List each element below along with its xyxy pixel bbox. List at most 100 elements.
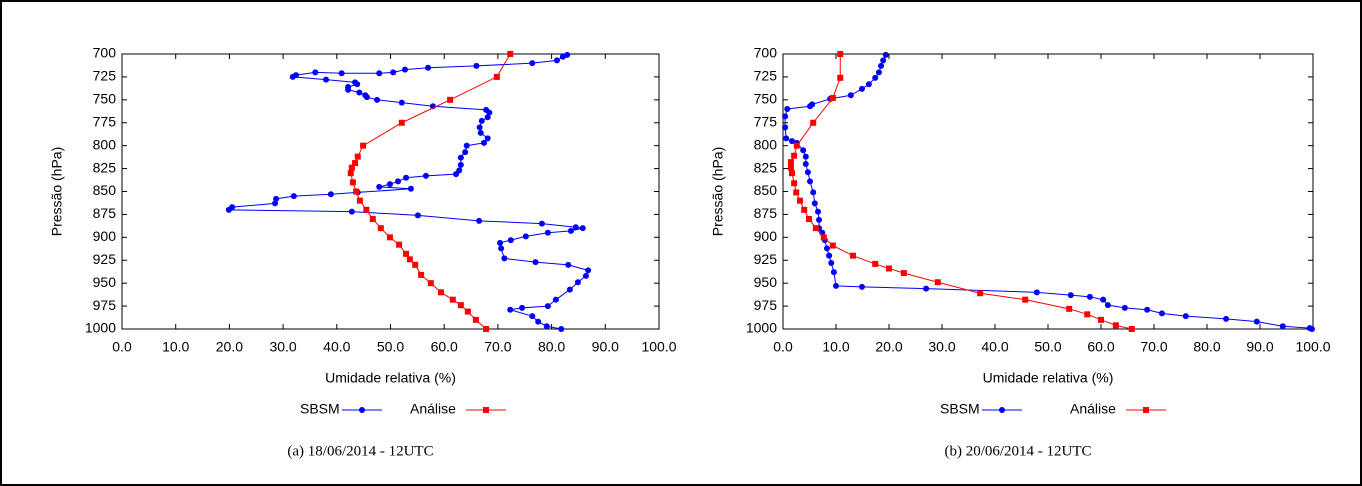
data-point bbox=[789, 138, 796, 145]
data-point bbox=[376, 70, 383, 77]
data-point bbox=[934, 279, 941, 286]
y-tick-label: 750 bbox=[93, 91, 117, 107]
x-tick-label: 10.0 bbox=[822, 339, 849, 355]
data-point bbox=[493, 73, 500, 80]
data-point bbox=[823, 245, 830, 252]
data-point bbox=[1253, 318, 1260, 325]
data-point bbox=[403, 250, 410, 257]
data-point bbox=[783, 135, 790, 142]
data-point bbox=[412, 261, 419, 268]
data-point bbox=[480, 139, 487, 146]
data-point bbox=[327, 191, 334, 198]
y-tick-label: 825 bbox=[754, 159, 778, 175]
data-point bbox=[812, 225, 819, 232]
data-point bbox=[977, 290, 984, 297]
data-point bbox=[354, 81, 361, 88]
data-point bbox=[810, 119, 817, 126]
data-point bbox=[858, 85, 865, 92]
data-point bbox=[784, 106, 791, 112]
data-point bbox=[566, 286, 573, 293]
data-point bbox=[802, 161, 809, 167]
data-point bbox=[787, 164, 794, 171]
data-point bbox=[463, 142, 470, 149]
y-tick-label: 725 bbox=[93, 68, 117, 84]
data-point bbox=[1067, 292, 1074, 299]
data-point bbox=[360, 142, 367, 149]
data-point bbox=[349, 179, 356, 186]
data-point bbox=[273, 195, 280, 202]
data-point bbox=[348, 208, 355, 215]
x-tick-label: 80.0 bbox=[1193, 339, 1220, 355]
data-point bbox=[401, 66, 408, 73]
data-point bbox=[437, 289, 444, 296]
data-point bbox=[585, 267, 592, 274]
data-point bbox=[457, 154, 464, 161]
y-tick-label: 800 bbox=[93, 136, 117, 152]
legend-marker bbox=[359, 407, 365, 413]
data-point bbox=[386, 234, 393, 241]
series-line bbox=[227, 54, 589, 330]
y-tick-label: 850 bbox=[754, 182, 778, 198]
data-point bbox=[532, 259, 539, 266]
data-point bbox=[348, 164, 355, 171]
x-tick-label: 90.0 bbox=[592, 339, 619, 355]
x-tick-label: 0.0 bbox=[773, 339, 793, 355]
data-point bbox=[390, 69, 397, 76]
data-point bbox=[559, 53, 566, 60]
series-line bbox=[350, 53, 511, 330]
data-point bbox=[582, 272, 589, 279]
data-point bbox=[878, 62, 885, 69]
x-tick-label: 60.0 bbox=[431, 339, 458, 355]
data-point bbox=[875, 69, 882, 76]
data-point bbox=[453, 171, 460, 178]
data-point bbox=[464, 308, 471, 315]
data-point bbox=[800, 147, 807, 154]
data-point bbox=[376, 183, 383, 190]
data-point bbox=[374, 96, 381, 103]
data-point bbox=[498, 245, 505, 252]
x-tick-label: 10.0 bbox=[162, 339, 189, 355]
y-tick-label: 700 bbox=[93, 45, 117, 61]
data-point bbox=[345, 86, 352, 93]
data-point bbox=[472, 316, 479, 323]
x-tick-label: 100.0 bbox=[1295, 339, 1330, 355]
data-point bbox=[880, 57, 887, 64]
x-tick-label: 70.0 bbox=[484, 339, 511, 355]
data-point bbox=[484, 135, 491, 142]
data-point bbox=[483, 326, 490, 332]
legend-marker bbox=[1143, 407, 1149, 413]
data-point bbox=[1121, 304, 1128, 311]
data-point bbox=[457, 161, 464, 168]
data-point bbox=[529, 313, 536, 320]
caption: (a) 18/06/2014 - 12UTC bbox=[287, 443, 433, 459]
data-point bbox=[828, 260, 835, 266]
data-point bbox=[814, 208, 821, 215]
data-point bbox=[1112, 322, 1119, 329]
data-point bbox=[398, 99, 405, 106]
x-axis-label: Umidade relativa (%) bbox=[983, 370, 1114, 386]
data-point bbox=[1279, 323, 1286, 330]
y-tick-label: 775 bbox=[754, 113, 778, 129]
legend-label: SBSM bbox=[300, 401, 340, 417]
y-tick-label: 725 bbox=[754, 68, 778, 84]
data-point bbox=[830, 269, 837, 276]
data-point bbox=[1022, 296, 1029, 303]
x-axis-label: Umidade relativa (%) bbox=[325, 370, 456, 386]
data-point bbox=[793, 142, 800, 149]
data-point bbox=[847, 92, 854, 99]
y-tick-label: 925 bbox=[754, 251, 778, 267]
data-point bbox=[478, 117, 485, 124]
x-tick-label: 0.0 bbox=[112, 339, 132, 355]
data-point bbox=[544, 229, 551, 236]
data-point bbox=[522, 233, 529, 240]
data-point bbox=[538, 220, 545, 227]
data-point bbox=[796, 197, 803, 204]
data-point bbox=[820, 234, 827, 241]
y-tick-label: 950 bbox=[754, 274, 778, 290]
data-point bbox=[865, 81, 872, 88]
data-point bbox=[782, 124, 789, 131]
data-point bbox=[807, 103, 814, 110]
y-tick-label: 850 bbox=[93, 182, 117, 198]
data-point bbox=[403, 174, 410, 181]
